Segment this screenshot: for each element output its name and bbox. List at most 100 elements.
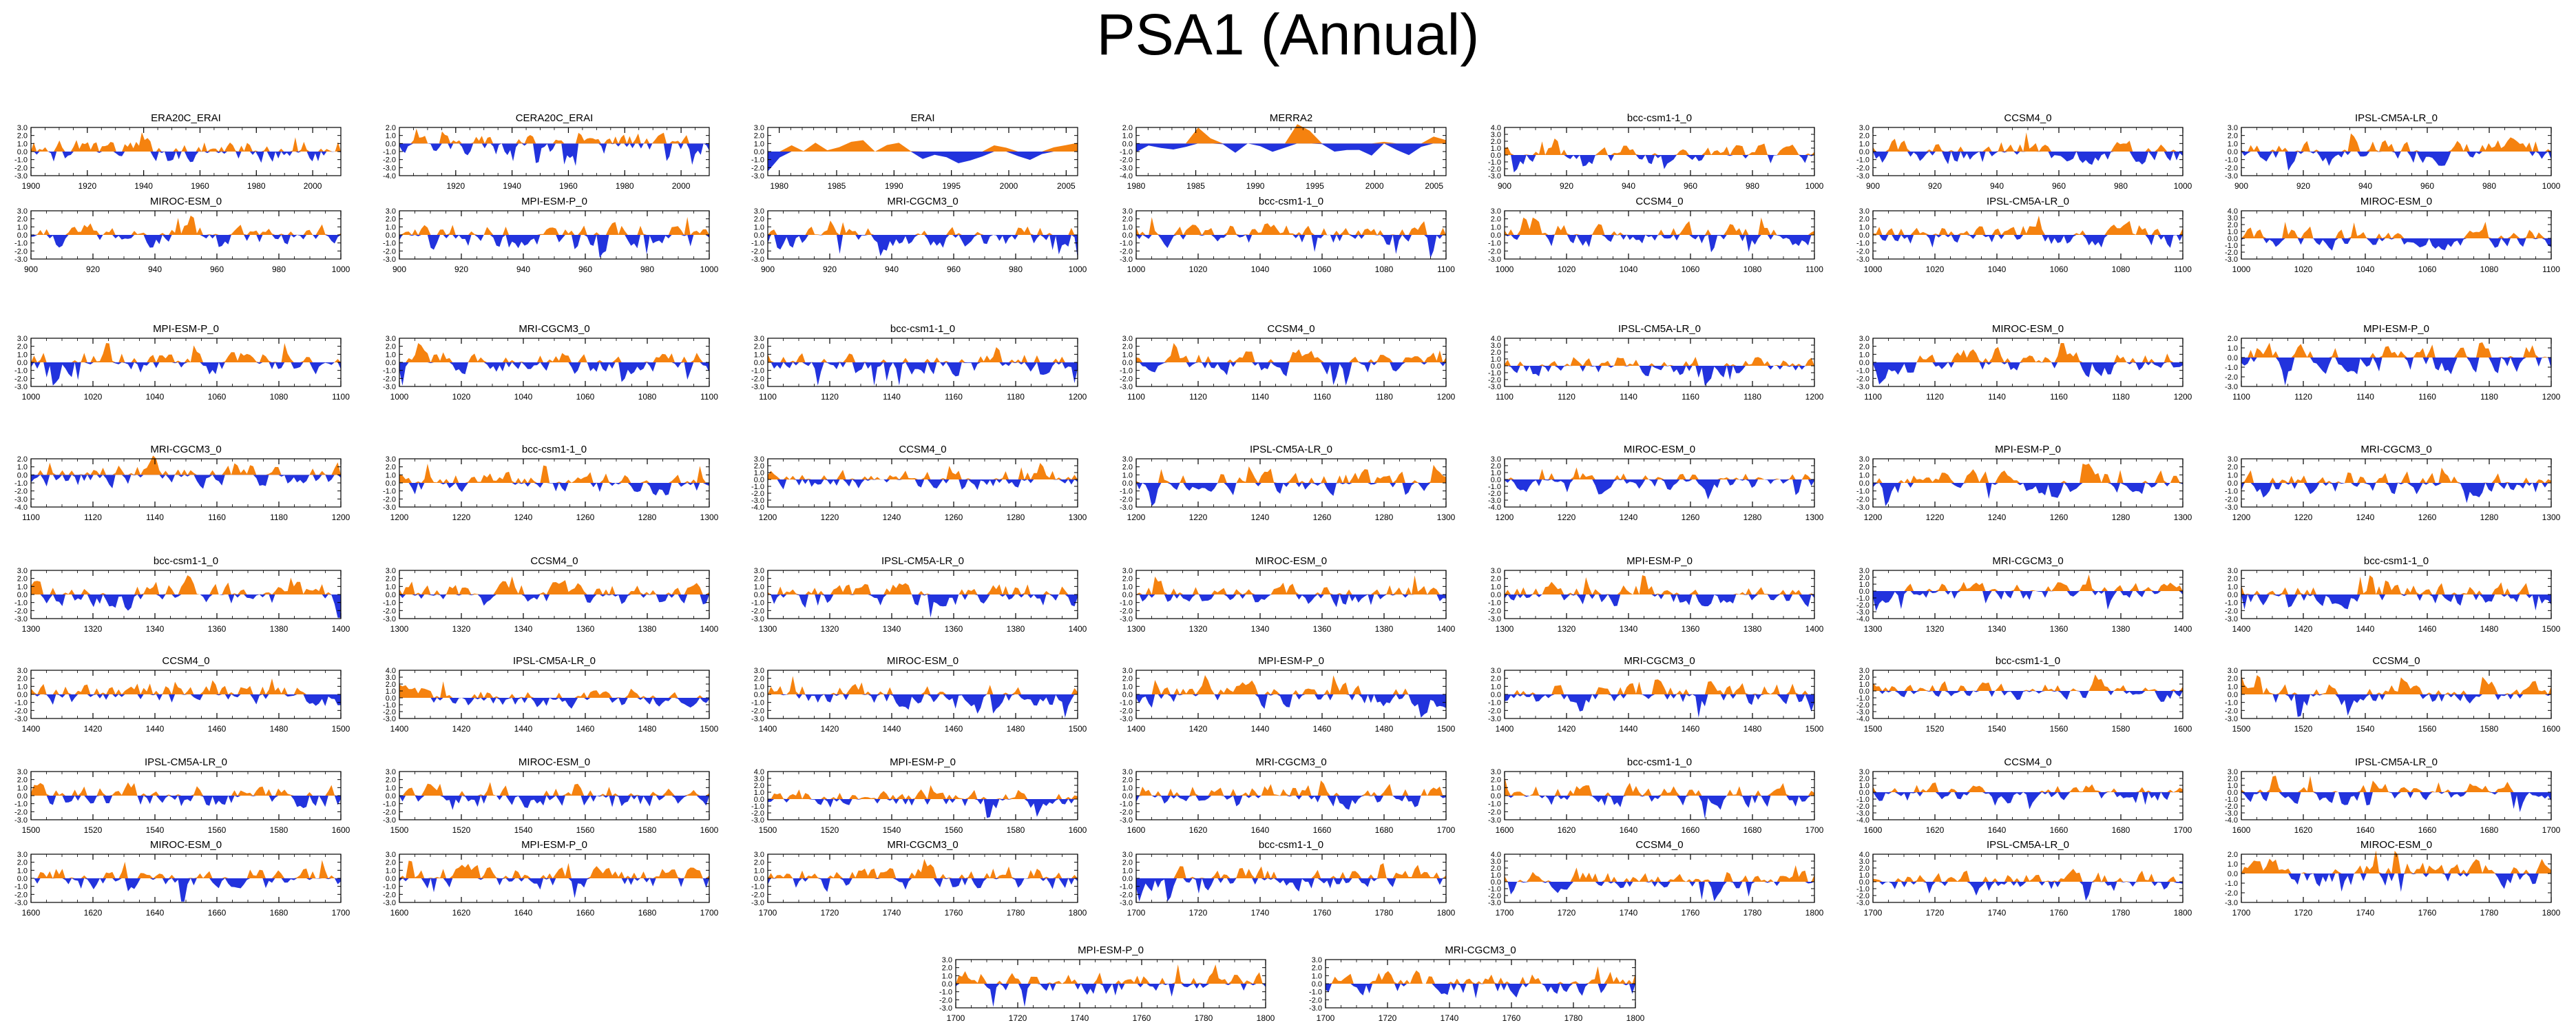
y-tick-label: 2.0 — [2228, 221, 2238, 229]
x-tick-label: 1800 — [1437, 908, 1456, 918]
x-tick-label: 900 — [24, 265, 38, 274]
chart-panel: bcc-csm1-1_0 3.02.01.00.0-1.0-2.0-3.01200… — [383, 444, 719, 522]
y-tick-label: -1.0 — [1856, 156, 1870, 165]
negative-area — [1136, 235, 1446, 258]
y-tick-label: -2.0 — [1120, 607, 1133, 615]
x-tick-label: 1200 — [1805, 392, 1824, 402]
y-tick-label: 3.0 — [1859, 335, 1870, 343]
x-tick-label: 1080 — [638, 392, 657, 402]
x-tick-label: 2000 — [672, 181, 691, 191]
y-tick-label: 2.0 — [17, 575, 28, 583]
y-tick-label: 3.0 — [1859, 768, 1870, 776]
y-tick-label: 2.0 — [386, 776, 396, 785]
y-tick-label: -1.0 — [1120, 367, 1133, 375]
panel-title: CCSM4_0 — [2372, 655, 2420, 667]
y-tick-label: 2.0 — [754, 859, 764, 867]
negative-area — [399, 878, 709, 898]
x-tick-label: 920 — [1928, 181, 1942, 191]
chart-panel: IPSL-CM5A-LR_03.02.01.00.0-1.0-2.0-3.012… — [1120, 444, 1456, 522]
x-tick-label: 920 — [823, 265, 837, 274]
y-tick-label: 3.0 — [17, 768, 28, 776]
x-tick-label: 1700 — [2542, 825, 2561, 835]
x-tick-label: 1480 — [1007, 724, 1025, 734]
x-tick-label: 980 — [1009, 265, 1023, 274]
chart-panel: MRI-CGCM3_03.02.01.00.0-1.0-2.0-3.0-4.01… — [1856, 555, 2192, 634]
panel-title: IPSL-CM5A-LR_0 — [1618, 323, 1701, 335]
x-tick-label: 1800 — [2542, 908, 2561, 918]
negative-area — [31, 235, 341, 248]
y-tick-label: -2.0 — [939, 996, 952, 1004]
chart-panel: IPSL-CM5A-LR_0 4.03.02.01.00.0-1.0-2.0-3.… — [383, 655, 719, 734]
x-tick-label: 1640 — [146, 908, 165, 918]
panel-title: MPI-ESM-P_0 — [1258, 655, 1324, 667]
y-tick-label: 0.0 — [386, 231, 396, 240]
y-tick-label: 1.0 — [386, 351, 396, 359]
y-tick-label: -1.0 — [383, 240, 396, 248]
y-tick-label: -2.0 — [14, 247, 28, 256]
y-tick-label: -1.0 — [1120, 883, 1133, 891]
y-tick-label: -3.0 — [2225, 172, 2238, 180]
x-tick-label: 1800 — [2174, 908, 2192, 918]
panel-title: ERA20C_ERAI — [151, 112, 221, 124]
positive-area — [768, 463, 1078, 479]
y-tick-label: 3.0 — [2228, 455, 2238, 464]
x-tick-label: 940 — [1990, 181, 2004, 191]
chart-panel: IPSL-CM5A-LR_0 3.02.01.00.0-1.0-2.0-3.090… — [2225, 112, 2561, 191]
y-tick-label: 2.0 — [17, 132, 28, 141]
y-tick-label: 0.0 — [17, 359, 28, 367]
x-tick-label: 1180 — [270, 513, 288, 522]
x-tick-label: 1200 — [759, 513, 777, 522]
x-tick-label: 1200 — [2542, 392, 2561, 402]
y-tick-label: -3.0 — [2225, 899, 2238, 907]
negative-area — [1873, 882, 2183, 901]
chart-panel: bcc-csm1-1_0 3.02.01.00.0-1.0-2.0-3.01000… — [1120, 196, 1455, 274]
x-tick-label: 1360 — [945, 624, 963, 634]
x-tick-label: 1320 — [84, 624, 103, 634]
positive-area — [1136, 675, 1446, 694]
panel-title: bcc-csm1-1_0 — [154, 555, 218, 567]
y-tick-label: -3.0 — [1120, 615, 1133, 623]
negative-area — [399, 483, 709, 496]
x-tick-label: 1280 — [1007, 513, 1025, 522]
x-tick-label: 1220 — [452, 513, 471, 522]
positive-area — [1505, 217, 1814, 235]
negative-area — [1873, 591, 2183, 611]
x-tick-label: 1400 — [2232, 624, 2251, 634]
panel-title: MRI-CGCM3_0 — [887, 839, 958, 851]
x-tick-label: 1620 — [84, 908, 103, 918]
y-tick-label: -2.0 — [2225, 889, 2238, 898]
x-tick-label: 1600 — [1069, 825, 1087, 835]
y-tick-label: 3.0 — [2228, 768, 2238, 776]
negative-area — [768, 152, 1078, 172]
y-tick-label: -2.0 — [14, 707, 28, 715]
negative-area — [2241, 694, 2551, 717]
x-tick-label: 1500 — [1805, 724, 1824, 734]
x-tick-label: 980 — [1746, 181, 1759, 191]
y-tick-label: 3.0 — [17, 124, 28, 132]
x-tick-label: 1100 — [1805, 265, 1823, 274]
y-tick-label: -3.0 — [1488, 816, 1501, 825]
y-tick-label: 0.0 — [1491, 792, 1501, 800]
y-tick-label: -3.0 — [1856, 708, 1870, 716]
x-tick-label: 1940 — [503, 181, 521, 191]
x-tick-label: 1300 — [700, 513, 719, 522]
y-tick-label: -2.0 — [1856, 601, 1870, 610]
x-tick-label: 1280 — [2480, 513, 2499, 522]
x-tick-label: 1680 — [270, 908, 289, 918]
x-tick-label: 1220 — [821, 513, 839, 522]
x-tick-label: 1060 — [576, 392, 595, 402]
y-tick-label: 3.0 — [386, 335, 396, 343]
y-tick-label: 1.0 — [17, 223, 28, 231]
x-tick-label: 1300 — [1496, 624, 1514, 634]
chart-panel: bcc-csm1-1_0 3.02.01.00.0-1.0-2.0-3.0-4.0… — [1856, 655, 2192, 734]
x-tick-label: 1740 — [1071, 1013, 1089, 1023]
y-tick-label: -3.0 — [1488, 497, 1501, 505]
negative-area — [768, 878, 1078, 892]
y-tick-label: 4.0 — [1491, 335, 1501, 343]
y-tick-label: -1.0 — [1488, 599, 1501, 608]
